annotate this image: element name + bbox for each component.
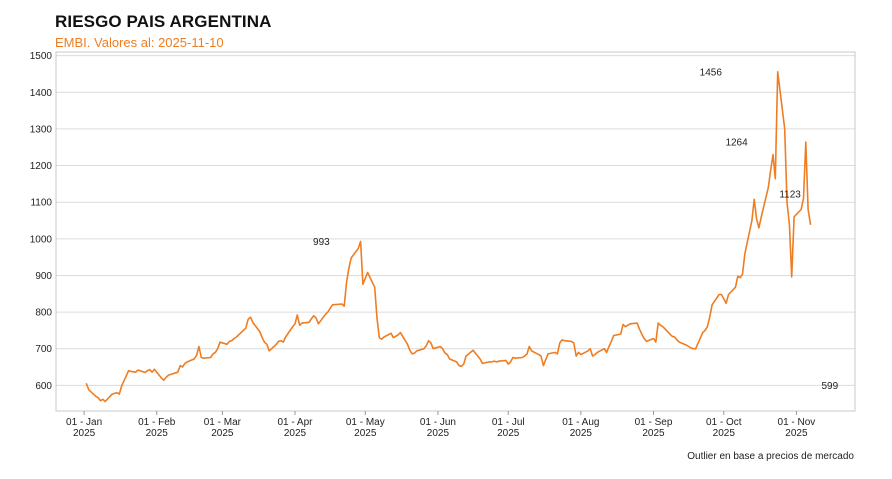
x-tick-year-label: 2025 (497, 428, 520, 439)
x-tick-label: 01 - Aug (562, 417, 599, 428)
x-tick-label: 01 - Jul (492, 417, 525, 428)
y-tick-label: 1500 (30, 51, 53, 62)
x-tick-label: 01 - Feb (138, 417, 176, 428)
series-line (85, 71, 812, 403)
chart-subtitle: EMBI. Valores al: 2025-11-10 (55, 35, 224, 50)
y-tick-label: 700 (35, 344, 52, 355)
data-label: 993 (313, 237, 330, 248)
x-tick-year-label: 2025 (713, 428, 736, 439)
x-tick-label: 01 - Mar (204, 417, 242, 428)
x-tick-year-label: 2025 (427, 428, 450, 439)
y-tick-label: 1200 (30, 161, 53, 172)
y-tick-label: 1000 (30, 234, 53, 245)
x-tick-label: 01 - Sep (635, 417, 673, 428)
x-tick-year-label: 2025 (785, 428, 808, 439)
chart-footnote: Outlier en base a precios de mercado (687, 451, 854, 462)
x-tick-year-label: 2025 (642, 428, 665, 439)
x-tick-year-label: 2025 (354, 428, 377, 439)
chart-title: RIESGO PAIS ARGENTINA (55, 12, 272, 31)
data-label: 1264 (725, 138, 748, 149)
y-tick-label: 900 (35, 271, 52, 282)
x-tick-label: 01 - Apr (277, 417, 313, 428)
x-tick-label: 01 - May (346, 417, 385, 428)
y-tick-label: 600 (35, 381, 52, 392)
x-tick-year-label: 2025 (211, 428, 234, 439)
data-label: 599 (822, 381, 839, 392)
x-tick-label: 01 - Jan (66, 417, 102, 428)
data-label: 1123 (779, 189, 801, 200)
y-tick-label: 1300 (30, 124, 53, 135)
y-tick-label: 1100 (30, 198, 52, 209)
y-tick-label: 1400 (30, 88, 53, 99)
x-tick-label: 01 - Jun (420, 417, 456, 428)
y-tick-label: 800 (35, 308, 52, 319)
plot-frame (55, 51, 856, 412)
x-tick-label: 01 - Oct (706, 417, 742, 428)
x-tick-year-label: 2025 (146, 428, 169, 439)
x-tick-year-label: 2025 (73, 428, 96, 439)
x-tick-year-label: 2025 (284, 428, 307, 439)
x-tick-label: 01 - Nov (778, 417, 816, 428)
x-tick-year-label: 2025 (570, 428, 593, 439)
data-label: 1456 (700, 67, 723, 78)
